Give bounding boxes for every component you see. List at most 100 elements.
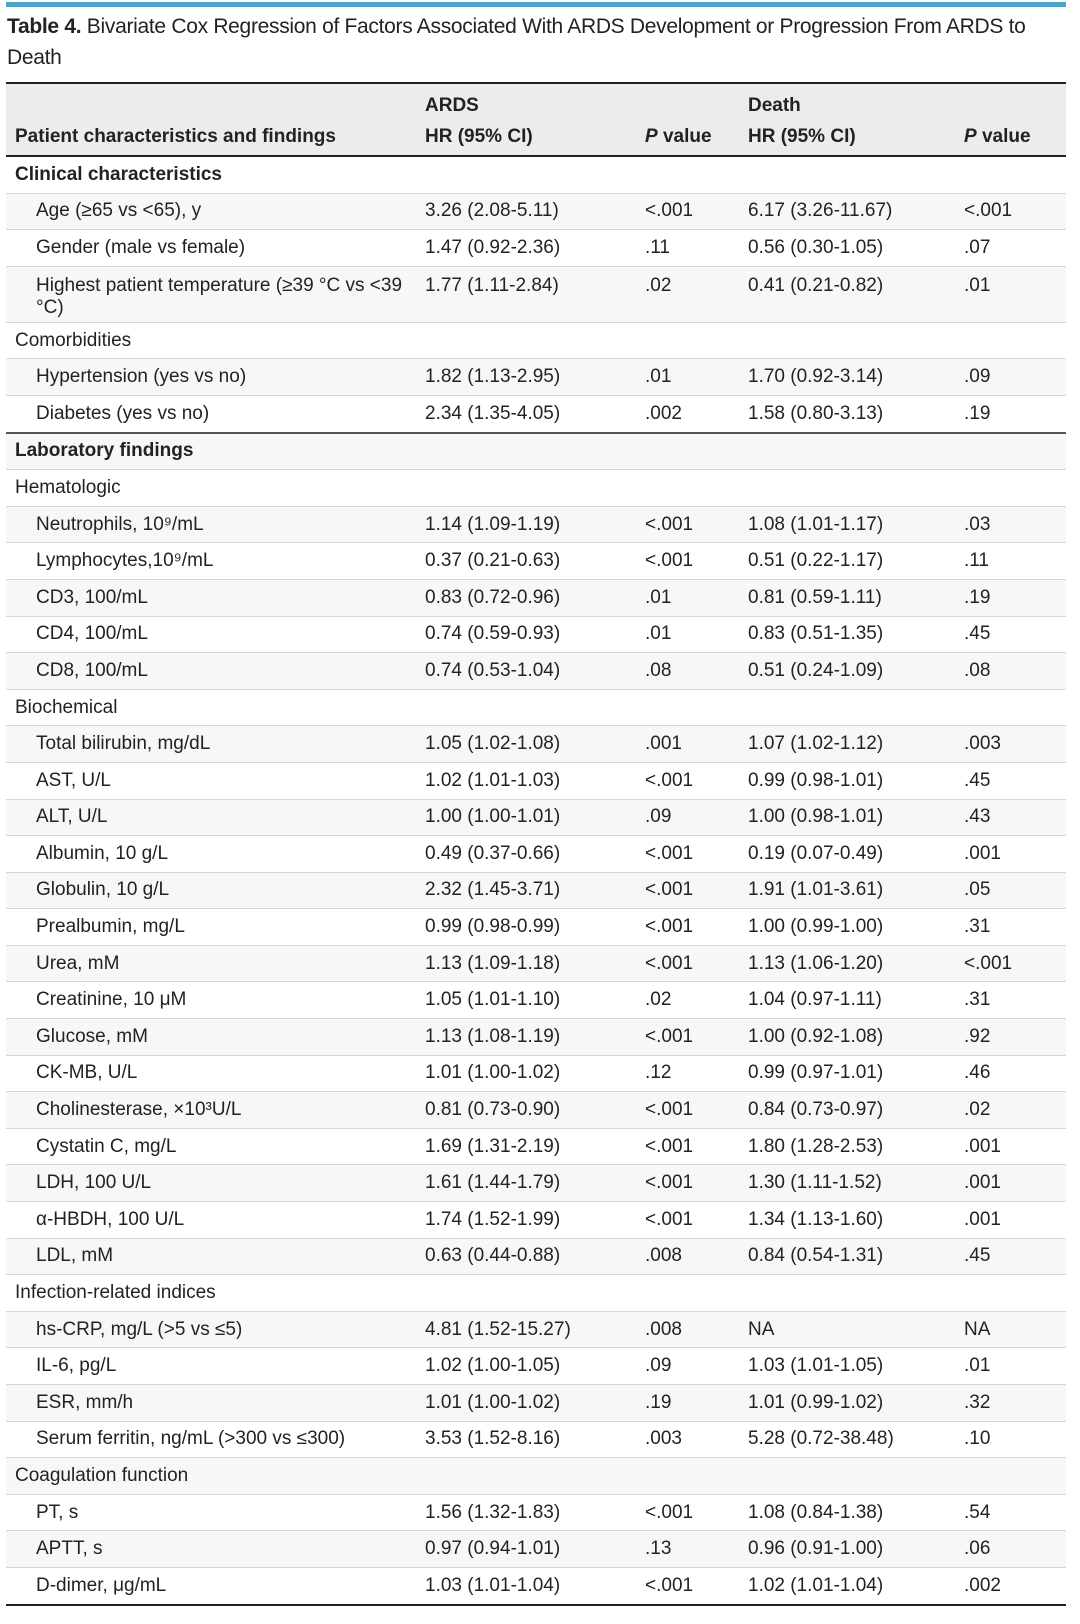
death-hr-cell: 0.41 (0.21-0.82): [739, 266, 955, 323]
death-p-cell: <.001: [955, 193, 1066, 231]
ards-p-cell: <.001: [636, 1018, 739, 1056]
row-label: Cystatin C, mg/L: [6, 1128, 416, 1166]
ards-p-cell: <.001: [636, 1091, 739, 1129]
death-hr-cell: 0.56 (0.30-1.05): [739, 229, 955, 267]
row-label: Lymphocytes,10⁹/mL: [6, 542, 416, 580]
table-row: Prealbumin, mg/L 0.99 (0.98-0.99) <.001 1.0…: [6, 908, 1066, 946]
ards-hr-cell: [416, 156, 636, 194]
ards-hr-cell: [416, 1274, 636, 1312]
ards-hr-cell: 0.83 (0.72-0.96): [416, 579, 636, 617]
death-hr-cell: 1.58 (0.80-3.13): [739, 395, 955, 434]
table-row: Cholinesterase, ×10³U/L 0.81 (0.73-0.90) <…: [6, 1091, 1066, 1129]
ards-hr-cell: 1.01 (1.00-1.02): [416, 1384, 636, 1422]
ards-p-cell: [636, 432, 739, 471]
death-p-cell: .01: [955, 1347, 1066, 1385]
ards-hr-cell: 1.61 (1.44-1.79): [416, 1164, 636, 1203]
death-p-cell: .31: [955, 981, 1066, 1020]
table-row: LDH, 100 U/L 1.61 (1.44-1.79) <.001 1.30 (1…: [6, 1164, 1066, 1203]
death-p-cell: .02: [955, 1091, 1066, 1129]
row-label: Diabetes (yes vs no): [6, 395, 416, 434]
death-p-cell: <.001: [955, 945, 1066, 983]
section-label: Biochemical: [6, 689, 416, 727]
group-death-label: Death: [748, 95, 801, 116]
ards-p-cell: .01: [636, 358, 739, 396]
ards-p-cell: .12: [636, 1055, 739, 1093]
death-p-cell: .03: [955, 506, 1066, 544]
ards-p-cell: <.001: [636, 542, 739, 580]
death-hr-cell: 1.00 (0.98-1.01): [739, 799, 955, 837]
ards-hr-cell: 1.74 (1.52-1.99): [416, 1201, 636, 1239]
col-p-ards: P value: [636, 119, 739, 157]
row-label: AST, U/L: [6, 762, 416, 800]
death-hr-cell: 0.83 (0.51-1.35): [739, 616, 955, 654]
ards-hr-cell: 1.02 (1.01-1.03): [416, 762, 636, 800]
table-row: Albumin, 10 g/L 0.49 (0.37-0.66) <.001 0.19…: [6, 835, 1066, 873]
col-characteristics: Patient characteristics and findings: [6, 119, 416, 157]
ards-hr-cell: 2.32 (1.45-3.71): [416, 872, 636, 910]
row-label: Neutrophils, 10⁹/mL: [6, 506, 416, 544]
section-label: Coagulation function: [6, 1457, 416, 1495]
ards-hr-cell: [416, 322, 636, 360]
ards-hr-cell: [416, 432, 636, 471]
ards-p-cell: <.001: [636, 762, 739, 800]
row-label: CD8, 100/mL: [6, 652, 416, 690]
death-p-cell: .19: [955, 579, 1066, 617]
ards-hr-cell: 0.97 (0.94-1.01): [416, 1530, 636, 1568]
table-row: CK-MB, U/L 1.01 (1.00-1.02) .12 0.99 (0.97-…: [6, 1055, 1066, 1093]
table-page: Table 4. Bivariate Cox Regression of Fac…: [6, 2, 1066, 1606]
death-hr-cell: 1.07 (1.02-1.12): [739, 725, 955, 763]
ards-hr-cell: 3.53 (1.52-8.16): [416, 1421, 636, 1459]
row-label: LDL, mM: [6, 1238, 416, 1276]
ards-hr-cell: 4.81 (1.52-15.27): [416, 1311, 636, 1349]
death-p-cell: .09: [955, 358, 1066, 396]
ards-p-cell: [636, 322, 739, 360]
death-p-cell: .19: [955, 395, 1066, 434]
row-label: ALT, U/L: [6, 799, 416, 837]
death-hr-cell: 1.08 (0.84-1.38): [739, 1494, 955, 1532]
ards-p-cell: <.001: [636, 193, 739, 231]
ards-p-cell: [636, 469, 739, 507]
death-hr-cell: 1.00 (0.99-1.00): [739, 908, 955, 946]
ards-p-cell: .02: [636, 981, 739, 1020]
death-p-cell: .32: [955, 1384, 1066, 1422]
accent-rule: [6, 2, 1066, 7]
row-label: Hypertension (yes vs no): [6, 358, 416, 396]
death-hr-cell: 0.99 (0.97-1.01): [739, 1055, 955, 1093]
death-p-cell: .003: [955, 725, 1066, 763]
ards-hr-cell: 0.74 (0.59-0.93): [416, 616, 636, 654]
death-hr-cell: 0.81 (0.59-1.11): [739, 579, 955, 617]
death-hr-cell: 0.19 (0.07-0.49): [739, 835, 955, 873]
header-group-death: Death: [739, 84, 1066, 119]
ards-p-cell: [636, 1457, 739, 1495]
ards-p-cell: .003: [636, 1421, 739, 1459]
row-label: APTT, s: [6, 1530, 416, 1568]
death-p-cell: .92: [955, 1018, 1066, 1056]
ards-p-cell: [636, 156, 739, 194]
row-label: Glucose, mM: [6, 1018, 416, 1056]
table-row: Age (≥65 vs <65), y 3.26 (2.08-5.11) <.001…: [6, 193, 1066, 231]
ards-p-cell: .19: [636, 1384, 739, 1422]
ards-hr-cell: 1.13 (1.08-1.19): [416, 1018, 636, 1056]
table-row: Total bilirubin, mg/dL 1.05 (1.02-1.08) .0…: [6, 725, 1066, 763]
death-p-cell: .001: [955, 1201, 1066, 1239]
header-group-ards: ARDS: [416, 84, 739, 119]
ards-p-cell: <.001: [636, 1567, 739, 1606]
ards-hr-cell: 1.03 (1.01-1.04): [416, 1567, 636, 1606]
ards-p-cell: .09: [636, 1347, 739, 1385]
death-hr-cell: 0.51 (0.22-1.17): [739, 542, 955, 580]
death-p-cell: .45: [955, 762, 1066, 800]
table-caption: Bivariate Cox Regression of Factors Asso…: [7, 15, 1026, 69]
death-hr-cell: 0.84 (0.54-1.31): [739, 1238, 955, 1276]
table-row: Hypertension (yes vs no) 1.82 (1.13-2.95)…: [6, 358, 1066, 396]
death-hr-cell: 0.51 (0.24-1.09): [739, 652, 955, 690]
death-hr-cell: 1.70 (0.92-3.14): [739, 358, 955, 396]
ards-hr-cell: 1.82 (1.13-2.95): [416, 358, 636, 396]
ards-p-cell: .02: [636, 266, 739, 323]
death-p-cell: .10: [955, 1421, 1066, 1459]
table-row: Globulin, 10 g/L 2.32 (1.45-3.71) <.001 1.9…: [6, 872, 1066, 910]
death-hr-cell: 1.13 (1.06-1.20): [739, 945, 955, 983]
ards-hr-cell: 2.34 (1.35-4.05): [416, 395, 636, 434]
results-table: ARDS Death Patient characteristics and f…: [6, 84, 1066, 1606]
death-p-cell: .06: [955, 1530, 1066, 1568]
ards-hr-cell: 1.05 (1.02-1.08): [416, 725, 636, 763]
